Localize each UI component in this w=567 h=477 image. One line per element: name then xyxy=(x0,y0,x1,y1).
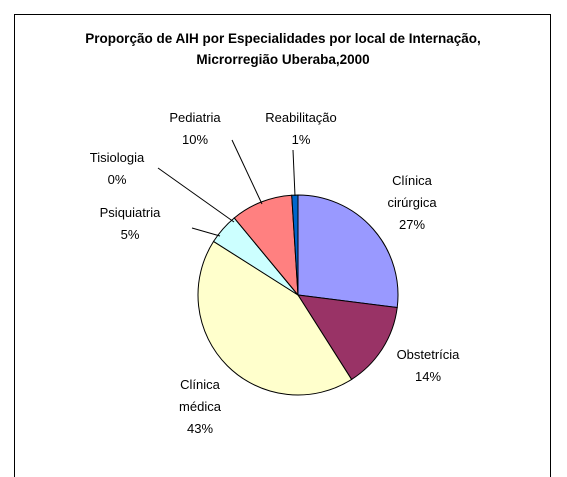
pie-slice xyxy=(297,194,399,309)
data-label: Obstetrícia 14% xyxy=(383,344,473,388)
pie-slice xyxy=(197,240,353,396)
percent-label: 43% xyxy=(186,421,214,436)
percent-label: 0% xyxy=(107,172,127,187)
percent-label: 27% xyxy=(398,217,426,232)
data-label: Clínica médica 43% xyxy=(165,374,235,440)
percent-label: 5% xyxy=(120,227,140,242)
category-label: Clínica médica xyxy=(179,377,221,414)
data-label: Reabilitação 1% xyxy=(251,107,351,151)
category-label: Pediatria xyxy=(169,110,221,125)
pie-slice xyxy=(297,294,398,381)
chart-border xyxy=(14,14,551,477)
leader-line xyxy=(157,167,235,223)
data-label: Tisiologia 0% xyxy=(72,147,162,191)
leader-line xyxy=(292,149,296,197)
percent-label: 10% xyxy=(181,132,209,147)
percent-label: 1% xyxy=(291,132,311,147)
category-label: Reabilitação xyxy=(265,110,337,125)
category-label: Clínica cirúrgica xyxy=(387,173,437,210)
leader-line xyxy=(191,227,221,237)
data-label: Clínica cirúrgica 27% xyxy=(372,170,452,236)
percent-label: 14% xyxy=(414,369,442,384)
chart-title: Proporção de AIH por Especialidades por … xyxy=(85,31,481,67)
data-label: Pediatria 10% xyxy=(150,107,240,151)
category-label: Tisiologia xyxy=(89,150,145,165)
leader-line xyxy=(231,139,263,205)
category-label: Psiquiatria xyxy=(99,205,161,220)
data-label: Psiquiatria 5% xyxy=(85,202,175,246)
category-label: Obstetrícia xyxy=(396,347,460,362)
